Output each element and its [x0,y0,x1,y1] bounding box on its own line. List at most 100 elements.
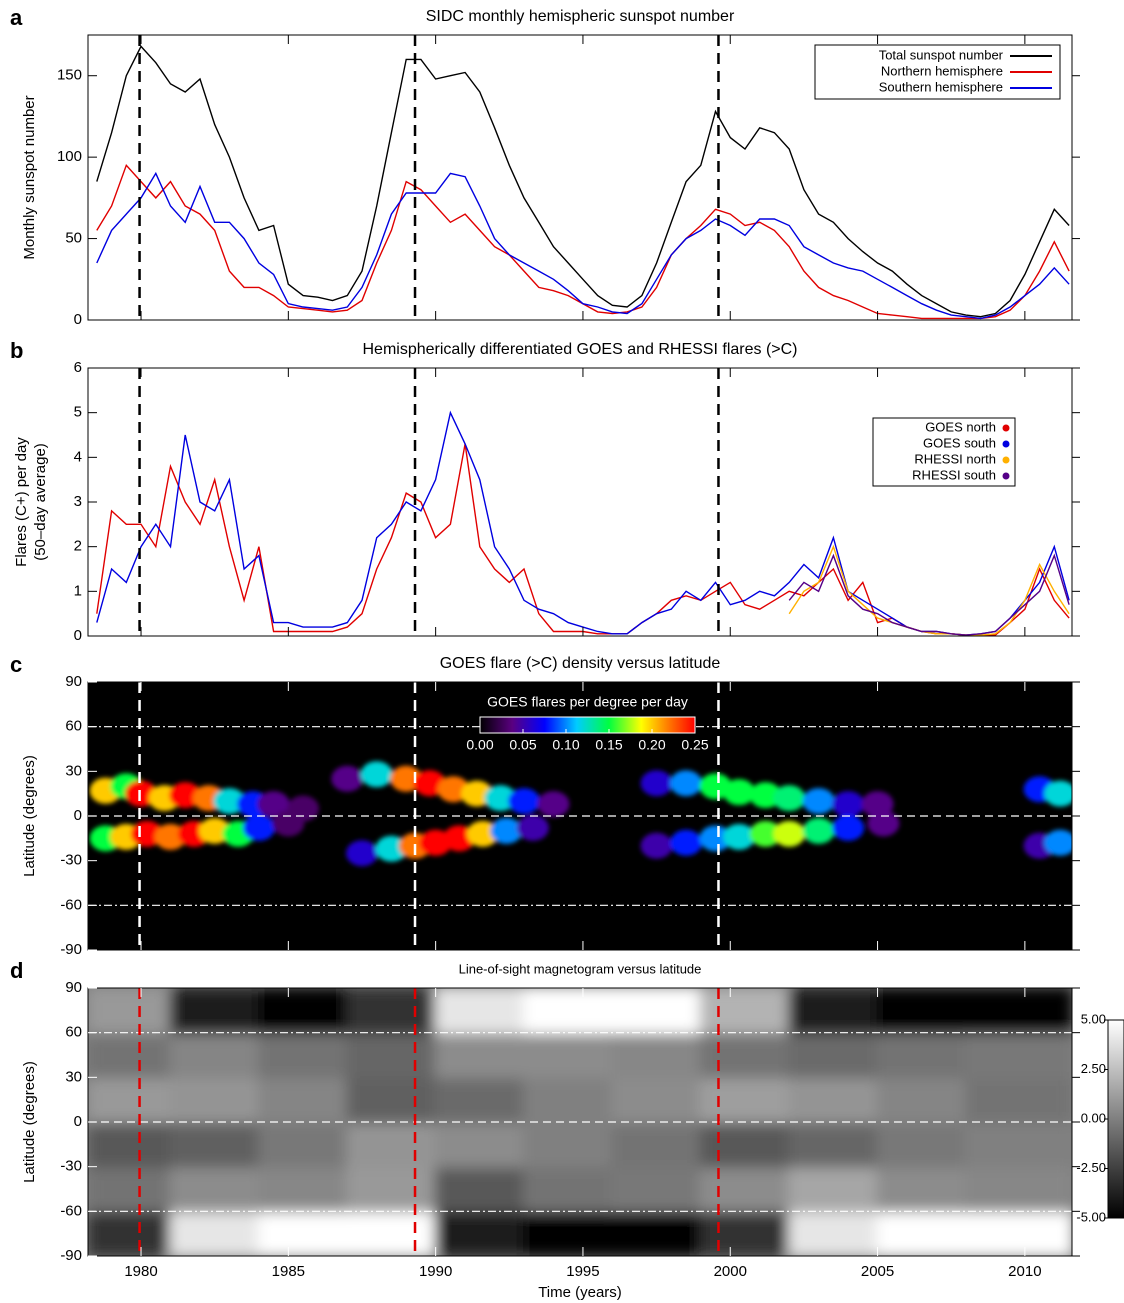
flare-density [516,814,549,841]
y-tick-label: 4 [74,448,82,465]
magnetogram-cell [788,1121,879,1168]
magnetogram-cell [434,1121,526,1168]
magnetogram-cell [523,1121,614,1168]
magnetogram-cell [699,1210,791,1256]
legend-label: Total sunspot number [879,47,1004,62]
magnetogram-cell [876,1210,967,1256]
flare-density [699,825,732,852]
magnetogram-cell [611,1165,702,1213]
flare-density [1044,780,1072,807]
y-tick-label: 30 [65,762,82,779]
x-tick-label: 1990 [419,1263,452,1280]
flare-density [490,817,523,844]
magnetogram-cell [788,1165,879,1213]
y-tick-label: -90 [60,1247,82,1264]
flare-density [723,823,756,850]
y-tick-label: 2 [74,538,82,555]
magnetogram-cell [257,1121,349,1168]
plot-area [88,988,1072,1256]
plot-area [96,35,1070,320]
flare-density [640,770,673,797]
magnetogram-cell [169,988,260,1034]
flare-density [773,820,806,847]
magnetogram-cell [346,1031,437,1079]
magnetogram-cell [88,1076,172,1123]
flare-density [670,829,703,856]
axes-frame [87,34,1073,321]
panel-label: a [10,5,23,30]
magnetogram-cell [169,1121,260,1168]
magnetogram-cell [257,1076,349,1123]
flare-density [154,823,187,850]
magnetogram-cell [876,1076,967,1123]
magnetogram-cell [964,1121,1072,1168]
flare-density [1044,829,1072,856]
colorbar-tick-label: 0.25 [681,737,708,753]
magnetogram-cell [964,1165,1072,1213]
legend-swatch [1002,456,1010,464]
magnetogram-cell [611,988,702,1034]
panel-title: Line-of-sight magnetogram versus latitud… [459,961,702,976]
magnetogram-cell [611,1210,702,1256]
magnetogram-cell [699,988,791,1034]
magnetogram-cell [876,1031,967,1079]
magnetogram-cell [346,1076,437,1123]
magnetogram-cell [699,1076,791,1123]
x-tick-label: 1995 [566,1263,599,1280]
magnetogram-cell [257,1165,349,1213]
magnetogram-cell [257,988,349,1034]
plot-area [96,368,1070,636]
y-tick-label: -30 [60,852,82,869]
colorbar-tick-label: 2.50 [1081,1061,1106,1076]
magnetogram-cell [523,1210,614,1256]
flare-density [375,835,408,862]
colorbar-tick-label: 0.10 [552,737,579,753]
colorbar-tick-label: 0.15 [595,737,622,753]
magnetogram-cell [346,1210,437,1256]
magnetogram-cell [346,1121,437,1168]
colorbar-tick-label: 0.20 [638,737,665,753]
x-tick-label: 2010 [1008,1263,1041,1280]
y-tick-label: 150 [57,67,82,84]
y-tick-label: 0 [74,311,82,328]
y-tick-label: 6 [74,359,82,376]
flare-density [867,810,900,837]
x-tick-label: 1985 [272,1263,305,1280]
y-axis-label: Monthly sunspot number [21,95,38,259]
panel-label: c [10,652,22,677]
magnetogram-cell [699,1031,791,1079]
y-tick-label: -30 [60,1158,82,1175]
magnetogram-cell [699,1121,791,1168]
magnetogram-cell [523,1076,614,1123]
y-tick-label: 60 [65,718,82,735]
magnetogram-cell [434,1031,526,1079]
colorbar-tick-label: 0.00 [1081,1110,1106,1125]
magnetogram-cell [346,1165,437,1213]
y-tick-label: 30 [65,1068,82,1085]
magnetogram-cell [88,988,172,1034]
flare-density [749,820,782,847]
colorbar-tick-label: -2.50 [1076,1160,1106,1175]
flare-density [257,791,290,818]
legend-label: GOES north [925,419,996,434]
x-tick-label: 2000 [714,1263,747,1280]
magnetogram-cell [964,1076,1072,1123]
flare-density [802,817,835,844]
legend-label: Southern hemisphere [879,79,1003,94]
flare-density [802,788,835,815]
flare-density [213,788,246,815]
flare-density [272,810,305,837]
magnetogram-cell [434,988,526,1034]
magnetogram-cell [611,1076,702,1123]
magnetogram-cell [169,1031,260,1079]
magnetogram-cell [876,1165,967,1213]
magnetogram-cell [88,1031,172,1079]
x-axis-label: Time (years) [538,1284,622,1301]
flare-density [832,791,865,818]
magnetogram-cell [169,1165,260,1213]
flare-density [242,814,275,841]
magnetogram-cell [257,1031,349,1079]
magnetogram-cell [88,1165,172,1213]
magnetogram-cell [611,1121,702,1168]
magnetogram-cell [964,1031,1072,1079]
